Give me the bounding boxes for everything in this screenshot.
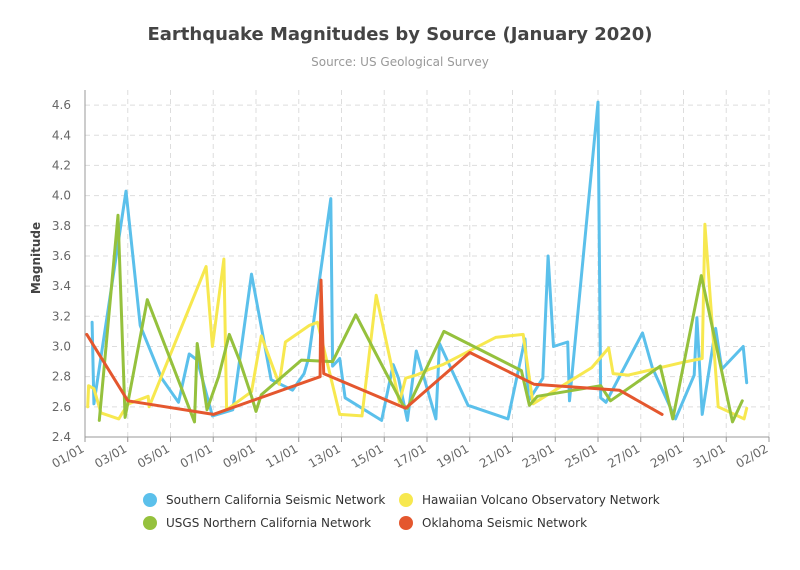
legend-marker [399,516,413,530]
legend-item[interactable]: USGS Northern California Network [143,516,371,530]
y-tick-label: 2.4 [52,430,71,444]
series-line-3 [97,213,744,424]
y-tick-label: 4.6 [52,98,71,112]
x-tick-label: 11/01 [263,441,300,470]
legend-marker [143,493,157,507]
x-tick-label: 31/01 [691,441,728,470]
series-group [85,100,749,424]
series-line-2 [86,222,749,421]
x-tick-label: 19/01 [434,441,471,470]
x-tick-label: 02/02 [734,441,771,470]
x-tick-label: 01/01 [50,441,87,470]
legend-label: Oklahoma Seismic Network [422,516,587,530]
y-tick-label: 3.4 [52,279,71,293]
x-tick-label: 25/01 [563,441,600,470]
legend-label: Southern California Seismic Network [166,493,385,507]
legend-item[interactable]: Oklahoma Seismic Network [399,516,587,530]
x-tick-label: 17/01 [392,441,429,470]
series-line-1 [90,100,749,422]
x-tick-label: 13/01 [306,441,343,470]
legend-label: USGS Northern California Network [166,516,371,530]
x-tick-label: 27/01 [605,441,642,470]
y-tick-label: 3.6 [52,249,71,263]
y-tick-label: 4.0 [52,189,71,203]
legend-item[interactable]: Southern California Seismic Network [143,493,385,507]
x-tick-label: 29/01 [648,441,685,470]
x-tick-label: 03/01 [92,441,129,470]
series-line-4 [85,278,664,416]
chart-title: Earthquake Magnitudes by Source (January… [147,24,652,45]
x-tick-label: 07/01 [178,441,215,470]
y-tick-label: 3.0 [52,339,71,353]
x-tick-label: 09/01 [221,441,258,470]
y-tick-label: 2.8 [52,370,71,384]
legend[interactable]: Southern California Seismic Network Hawai… [143,493,660,530]
x-tick-label: 15/01 [349,441,386,470]
legend-item[interactable]: Hawaiian Volcano Observatory Network [399,493,660,507]
legend-marker [143,516,157,530]
legend-marker [399,493,413,507]
y-tick-label: 4.4 [52,128,71,142]
x-tick-label: 05/01 [135,441,172,470]
y-tick-label: 2.6 [52,400,71,414]
chart-subtitle: Source: US Geological Survey [311,55,489,69]
y-axis-label: Magnitude [29,222,43,294]
y-tick-label: 4.2 [52,158,71,172]
y-tick-label: 3.2 [52,309,71,323]
x-tick-label: 21/01 [477,441,514,470]
x-tick-label: 23/01 [520,441,557,470]
legend-label: Hawaiian Volcano Observatory Network [422,493,660,507]
y-tick-label: 3.8 [52,219,71,233]
